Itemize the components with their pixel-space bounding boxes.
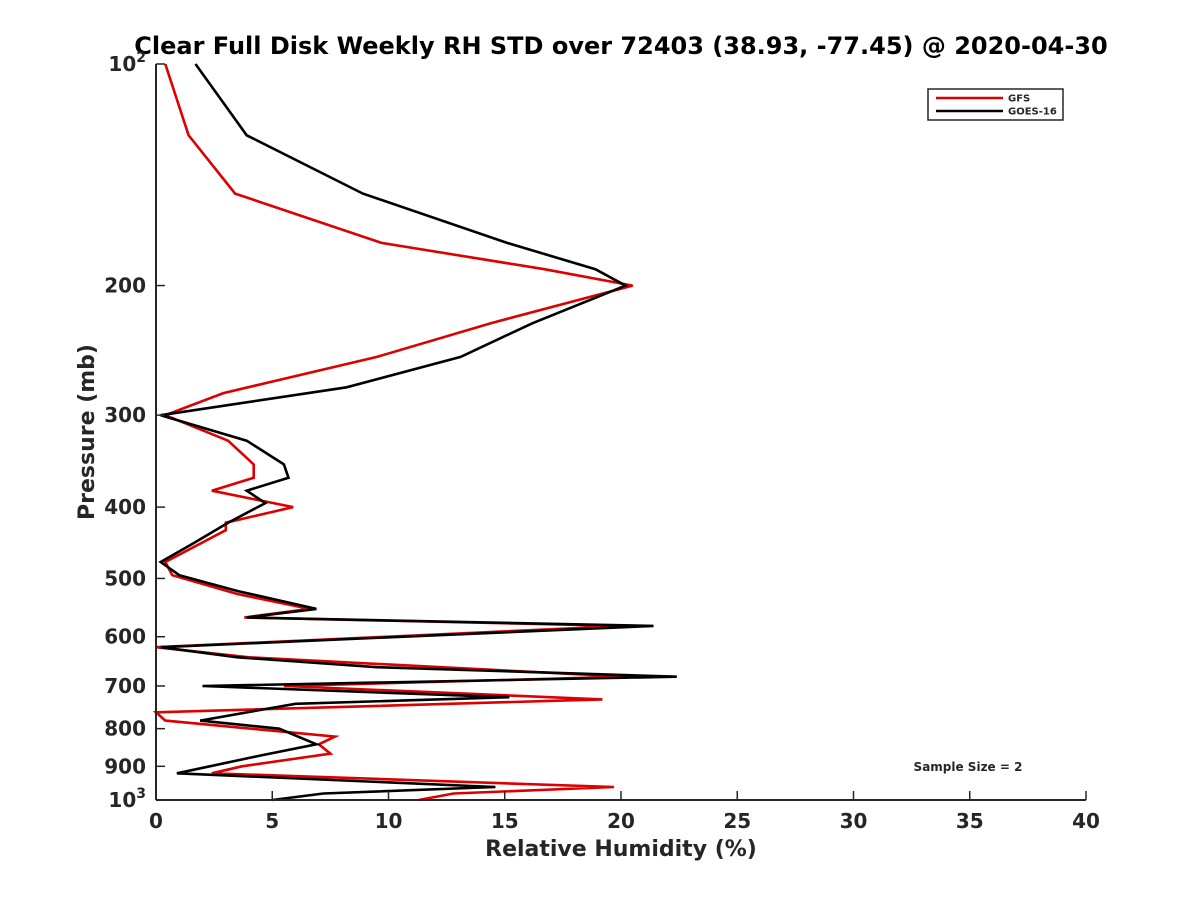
series-line-gfs (152, 63, 633, 802)
y-tick-label: 200 (104, 274, 146, 298)
plot-area (152, 63, 677, 802)
y-tick-label: 800 (104, 717, 146, 741)
x-tick-label: 30 (840, 809, 868, 833)
x-axis-label: Relative Humidity (%) (485, 837, 757, 862)
sample-size-annotation: Sample Size = 2 (914, 760, 1023, 774)
x-tick-label: 0 (149, 809, 163, 833)
x-tick-label: 20 (607, 809, 635, 833)
x-tick-label: 25 (723, 809, 751, 833)
x-tick-label: 15 (491, 809, 519, 833)
y-tick-label: 900 (104, 754, 146, 778)
y-axis-label: Pressure (mb) (75, 344, 100, 520)
y-tick-label: 300 (104, 403, 146, 427)
y-tick-label: 103 (108, 786, 146, 812)
y-tick-label: 500 (104, 566, 146, 590)
x-axis-ticks: 0 5 10 15 20 25 30 35 40 (149, 791, 1100, 833)
y-tick-label: 400 (104, 495, 146, 519)
x-tick-label: 35 (956, 809, 984, 833)
y-tick-label: 700 (104, 674, 146, 698)
chart-title: Clear Full Disk Weekly RH STD over 72403… (134, 32, 1107, 60)
legend-label-gfs: GFS (1008, 94, 1030, 105)
y-tick-label: 600 (104, 625, 146, 649)
series-line-goes-16 (158, 63, 677, 802)
y-tick-label: 102 (108, 50, 146, 76)
legend: GFS GOES-16 (927, 88, 1064, 121)
legend-box (927, 88, 1064, 121)
legend-label-goes16: GOES-16 (1008, 107, 1057, 118)
x-tick-label: 5 (265, 809, 279, 833)
x-tick-label: 40 (1072, 809, 1100, 833)
y-axis-ticks: 102 200 300 400 500 600 700 800 900 103 (104, 50, 165, 812)
x-tick-label: 10 (375, 809, 403, 833)
